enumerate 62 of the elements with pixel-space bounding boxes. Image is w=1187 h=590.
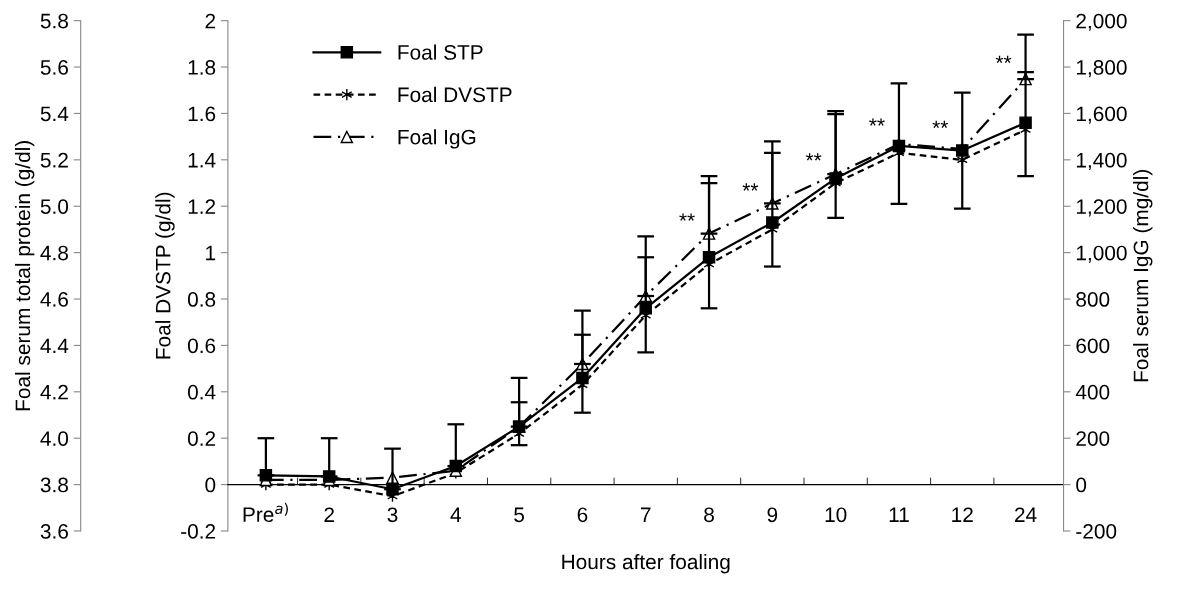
x-tick-label: 7: [641, 507, 651, 522]
annotation: **: [805, 153, 822, 161]
y2-tick-label: 1,600: [1076, 106, 1127, 124]
y3-tick-label: 5.4: [40, 106, 69, 122]
y3-tick-label: 3.8: [40, 477, 68, 493]
y3-tick-label: 4.6: [40, 292, 68, 307]
y3-tick-label: 4.0: [40, 431, 69, 446]
y-axis-title: Foal DVSTP (g/dl): [155, 192, 175, 359]
y-tick-label: 0.6: [187, 338, 216, 354]
x-tick-label: 8: [704, 507, 714, 523]
x-tick-label: 3: [387, 507, 398, 523]
y-tick-label: 1.8: [188, 60, 216, 75]
y3-tick-label: 5.8: [40, 13, 68, 29]
annotation: **: [869, 118, 885, 126]
x-tick-label: 10: [825, 507, 847, 523]
y3-tick-label: 3.6: [40, 524, 68, 539]
y2-tick-label: 1,800: [1076, 60, 1127, 78]
legend-label: Foal IgG: [398, 129, 476, 149]
y-tick-label: 2: [205, 13, 216, 29]
x-tick-label: Pre$^{a)}$: [243, 502, 288, 522]
y2-tick-label: 2,000: [1076, 13, 1127, 31]
y2-tick-label: -200: [1076, 524, 1117, 539]
y2-tick-label: 200: [1076, 431, 1110, 446]
y-tick-label: 0.4: [187, 384, 216, 400]
x-tick-label: 12: [952, 507, 973, 522]
y2-tick-label: 400: [1075, 384, 1110, 400]
legend-label: Foal DVSTP: [398, 86, 512, 103]
y-tick-label: 1.4: [188, 153, 216, 168]
x-tick-label: 9: [767, 507, 778, 523]
y-tick-label: 1.2: [188, 199, 216, 214]
y3-tick-label: 4.4: [40, 338, 69, 353]
y3-tick-label: 4.8: [40, 245, 68, 261]
annotation: **: [932, 120, 949, 129]
annotation: **: [742, 183, 759, 191]
y3-tick-label: 5.0: [40, 199, 69, 214]
x-tick-label: 24: [1015, 507, 1037, 522]
x-tick-label: 6: [577, 507, 588, 523]
y-tick-label: 0.2: [187, 431, 216, 446]
x-tick-label: 5: [514, 507, 525, 523]
legend-label: Foal STP: [398, 44, 483, 60]
y-tick-label: 1: [206, 245, 216, 261]
y2-tick-label: 0: [1076, 477, 1087, 493]
y3-tick-label: 5.6: [40, 60, 68, 75]
x-axis-title: Hours after foaling: [562, 553, 730, 574]
annotation: **: [679, 213, 695, 221]
x-tick-label: 2: [324, 507, 334, 522]
y2-tick-label: 1,200: [1076, 199, 1127, 217]
annotation: **: [995, 55, 1012, 64]
y-tick-label: 0: [205, 477, 216, 493]
y3-tick-label: 4.2: [40, 384, 68, 400]
x-tick-label: 11: [889, 507, 909, 522]
y-tick-label: 1.6: [188, 106, 216, 122]
x-tick-label: 4: [450, 507, 461, 522]
y2-tick-label: 800: [1076, 292, 1110, 307]
y2-tick-label: 1,400: [1076, 152, 1127, 171]
y-tick-label: -0.2: [181, 524, 216, 539]
y3-tick-label: 5.2: [40, 152, 68, 168]
y3-axis-title: Foal serum total protein (g/dl): [14, 141, 35, 411]
y2-axis-title: Foal serum IgG (mg/dl): [1133, 170, 1153, 382]
y2-tick-label: 1,000: [1076, 245, 1127, 263]
y-tick-label: 0.8: [187, 292, 216, 307]
y2-tick-label: 600: [1076, 338, 1110, 354]
